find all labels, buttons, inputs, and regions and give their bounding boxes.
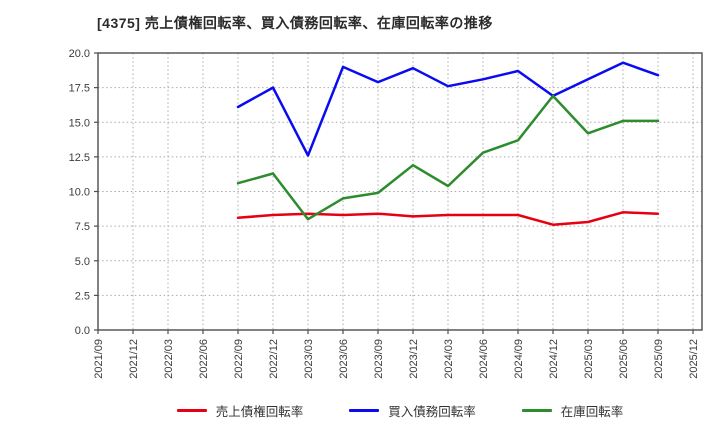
x-axis-tick-label: 2024/06 — [478, 339, 490, 379]
x-axis-tick-label: 2025/03 — [583, 339, 595, 379]
payable-turnover-line-swatch — [349, 409, 380, 412]
x-axis-tick-label: 2022/09 — [233, 339, 245, 379]
series-line-0 — [236, 211, 660, 226]
y-axis-tick-label: 2.5 — [75, 290, 90, 302]
y-axis-tick-label: 15.0 — [69, 117, 90, 129]
axis-ticks — [94, 52, 694, 334]
y-axis-tick-label: 12.5 — [69, 152, 90, 164]
legend-item-inventory-turnover: 在庫回転率 — [521, 401, 624, 420]
x-axis-tick-label: 2025/06 — [618, 339, 630, 379]
x-axis-tick-label: 2022/12 — [268, 339, 280, 379]
chart-legend: 売上債権回転率 買入債務回転率 在庫回転率 — [98, 401, 702, 420]
legend-label: 在庫回転率 — [560, 405, 624, 419]
gridlines — [98, 53, 702, 330]
y-axis-tick-label: 7.5 — [75, 221, 90, 233]
inventory-turnover-line-swatch — [521, 409, 552, 412]
y-axis-tick-label: 0.0 — [75, 325, 90, 337]
x-axis-tick-label: 2022/06 — [198, 339, 210, 379]
x-axis-tick-label: 2023/09 — [373, 339, 385, 379]
receivable-turnover-line-swatch — [176, 409, 207, 412]
legend-item-accounts-receivable-turnover: 売上債権回転率 — [176, 401, 304, 420]
legend-label: 売上債権回転率 — [215, 405, 304, 419]
x-axis-tick-label: 2021/09 — [93, 339, 105, 379]
axis-tick-labels: 0.0 2.5 5.0 7.5 10.0 12.5 15.0 17.5 20.0 2021/09 2… — [69, 48, 700, 379]
x-axis-tick-label: 2023/06 — [338, 339, 350, 379]
series-line-2 — [236, 94, 660, 221]
legend-item-accounts-payable-turnover: 買入債務回転率 — [349, 401, 476, 420]
x-axis-tick-label: 2022/03 — [163, 339, 175, 379]
x-axis-tick-label: 2025/12 — [688, 339, 700, 379]
legend-label: 買入債務回転率 — [388, 405, 476, 419]
x-axis-tick-label: 2024/09 — [513, 339, 525, 379]
x-axis-tick-label: 2024/12 — [548, 339, 560, 379]
plot-frame — [97, 52, 703, 331]
y-axis-tick-label: 20.0 — [69, 48, 90, 60]
x-axis-tick-label: 2023/03 — [303, 339, 315, 379]
x-axis-tick-label: 2023/12 — [408, 339, 420, 379]
chart-title: [4375] 売上債権回転率、買入債務回転率、在庫回転率の推移 — [97, 15, 493, 31]
series-line-1 — [236, 61, 660, 157]
y-axis-tick-label: 10.0 — [69, 187, 90, 199]
y-axis-tick-label: 17.5 — [69, 83, 90, 95]
x-axis-tick-label: 2024/03 — [443, 339, 455, 379]
y-axis-tick-label: 5.0 — [75, 256, 90, 268]
x-axis-tick-label: 2021/12 — [128, 339, 140, 379]
x-axis-tick-label: 2025/09 — [653, 339, 665, 379]
